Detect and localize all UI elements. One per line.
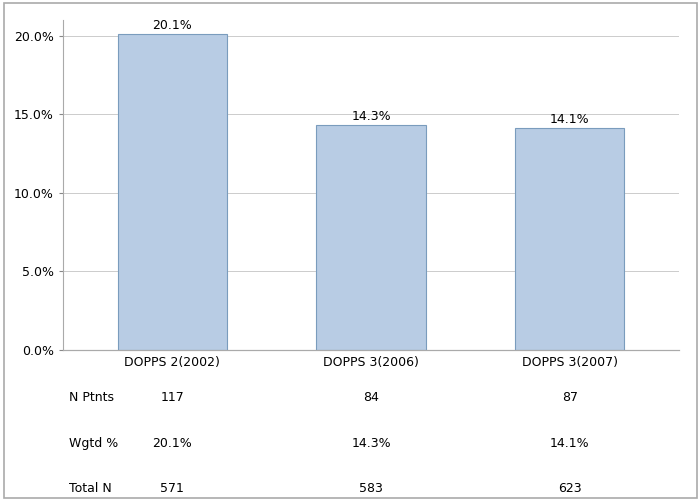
Text: 20.1%: 20.1% bbox=[153, 19, 192, 32]
Text: 14.3%: 14.3% bbox=[351, 437, 391, 450]
Text: 84: 84 bbox=[363, 392, 379, 404]
Bar bbox=[515, 128, 624, 350]
Text: 87: 87 bbox=[561, 392, 577, 404]
Text: 14.1%: 14.1% bbox=[550, 437, 589, 450]
Text: N Ptnts: N Ptnts bbox=[69, 392, 114, 404]
Text: Total N: Total N bbox=[69, 482, 112, 495]
Text: 623: 623 bbox=[558, 482, 582, 495]
Text: 20.1%: 20.1% bbox=[153, 437, 192, 450]
Text: 14.3%: 14.3% bbox=[351, 110, 391, 123]
Text: 14.1%: 14.1% bbox=[550, 113, 589, 126]
Text: 583: 583 bbox=[359, 482, 383, 495]
Text: Wgtd %: Wgtd % bbox=[69, 437, 118, 450]
Text: 117: 117 bbox=[160, 392, 184, 404]
Text: 571: 571 bbox=[160, 482, 184, 495]
Bar bbox=[316, 126, 426, 350]
Bar bbox=[118, 34, 227, 350]
